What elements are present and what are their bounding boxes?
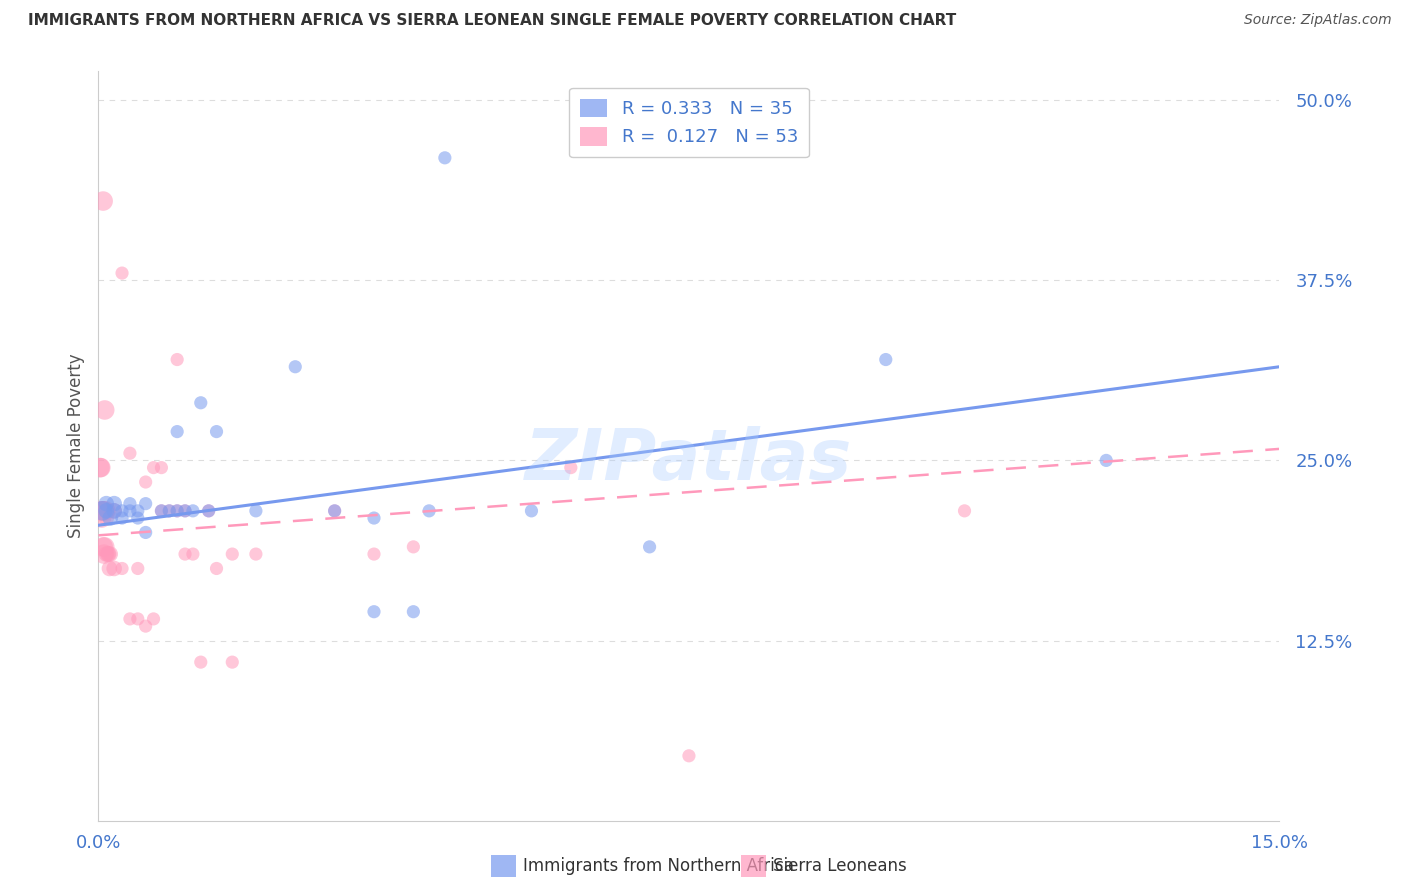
Point [245, 547, 267, 561]
Point [127, 504, 149, 518]
Point [89, 460, 111, 475]
Point [127, 561, 149, 575]
Point [678, 748, 700, 763]
Point [111, 561, 134, 575]
Point [221, 655, 243, 669]
Point [638, 540, 661, 554]
Point [363, 605, 385, 619]
Y-axis label: Single Female Poverty: Single Female Poverty [66, 354, 84, 538]
Point [205, 425, 228, 439]
Point [94, 504, 117, 518]
Point [181, 504, 204, 518]
Point [142, 460, 165, 475]
Point [181, 547, 204, 561]
Point [96, 504, 118, 518]
Point [174, 547, 197, 561]
Point [135, 525, 157, 540]
Point [118, 504, 141, 518]
Point [284, 359, 307, 374]
Point [103, 497, 125, 511]
Point [111, 504, 134, 518]
Point [118, 446, 141, 460]
Point [93, 547, 115, 561]
Text: Sierra Leoneans: Sierra Leoneans [773, 856, 907, 875]
Point [953, 504, 976, 518]
Point [135, 475, 157, 489]
Point [418, 504, 440, 518]
Point [93, 504, 115, 518]
Point [157, 504, 180, 518]
Point [157, 504, 180, 518]
Point [93, 403, 115, 417]
Point [205, 561, 228, 575]
Text: IMMIGRANTS FROM NORTHERN AFRICA VS SIERRA LEONEAN SINGLE FEMALE POVERTY CORRELAT: IMMIGRANTS FROM NORTHERN AFRICA VS SIERR… [28, 13, 956, 29]
Point [166, 504, 188, 518]
Point [142, 612, 165, 626]
Point [166, 504, 188, 518]
Point [323, 504, 346, 518]
Point [245, 504, 267, 518]
Point [98, 561, 121, 575]
Point [103, 504, 125, 518]
Point [93, 540, 115, 554]
Point [111, 266, 134, 280]
Point [97, 504, 120, 518]
Point [118, 612, 141, 626]
Point [402, 540, 425, 554]
Text: ZIPatlas: ZIPatlas [526, 426, 852, 495]
Point [560, 460, 582, 475]
Point [433, 151, 456, 165]
Text: Source: ZipAtlas.com: Source: ZipAtlas.com [1244, 13, 1392, 28]
Point [402, 605, 425, 619]
Point [98, 511, 121, 525]
Point [135, 497, 157, 511]
Point [520, 504, 543, 518]
Point [91, 504, 114, 518]
Point [363, 511, 385, 525]
Point [91, 194, 114, 208]
Point [97, 547, 120, 561]
Point [166, 352, 188, 367]
Point [875, 352, 897, 367]
Point [221, 547, 243, 561]
Point [96, 511, 118, 525]
Point [323, 504, 346, 518]
Point [96, 547, 118, 561]
Point [90, 504, 112, 518]
Point [150, 460, 173, 475]
Point [127, 511, 149, 525]
Text: Immigrants from Northern Africa: Immigrants from Northern Africa [523, 856, 794, 875]
Point [166, 425, 188, 439]
Point [363, 547, 385, 561]
Point [96, 497, 118, 511]
Point [150, 504, 173, 518]
Point [111, 511, 134, 525]
Point [150, 504, 173, 518]
Point [174, 504, 197, 518]
Point [190, 396, 212, 410]
Point [91, 540, 114, 554]
Point [135, 619, 157, 633]
Point [103, 504, 125, 518]
Point [174, 504, 197, 518]
Point [197, 504, 219, 518]
Legend: R = 0.333   N = 35, R =  0.127   N = 53: R = 0.333 N = 35, R = 0.127 N = 53 [569, 88, 808, 157]
Point [90, 460, 112, 475]
Point [190, 655, 212, 669]
Point [1095, 453, 1118, 467]
Point [98, 547, 121, 561]
Point [96, 504, 118, 518]
Point [90, 511, 112, 525]
Point [127, 612, 149, 626]
Point [91, 504, 114, 518]
Point [197, 504, 219, 518]
Point [118, 497, 141, 511]
Point [91, 504, 114, 518]
Point [97, 547, 120, 561]
Point [103, 561, 125, 575]
